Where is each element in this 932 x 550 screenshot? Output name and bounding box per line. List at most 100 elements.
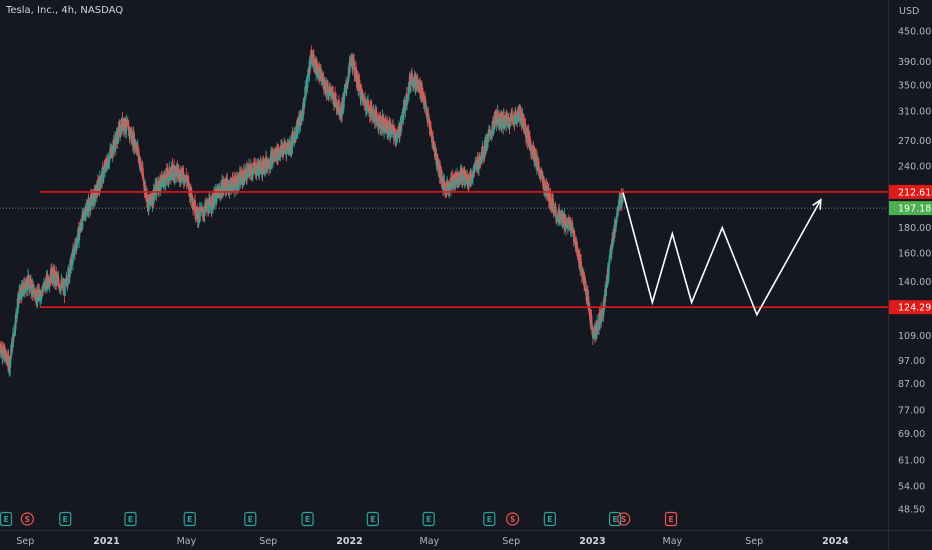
earnings-event-marker[interactable]: [664, 511, 678, 527]
candle-body: [459, 179, 461, 182]
earnings-event-label: E: [487, 515, 492, 524]
candle-body: [302, 103, 305, 117]
earnings-event-marker[interactable]: [301, 511, 314, 527]
time-tick-label: 2022: [336, 536, 362, 547]
candle-body: [552, 199, 555, 208]
split-event-marker[interactable]: [505, 512, 520, 526]
candle-body: [585, 287, 588, 290]
price-tick-label: 450.00: [898, 27, 931, 38]
candle-body: [169, 167, 171, 178]
support-price-tag: [889, 300, 932, 315]
earnings-event-marker[interactable]: [124, 511, 137, 527]
candle-body: [503, 116, 506, 128]
candle-body: [70, 261, 73, 271]
earnings-event-marker[interactable]: [483, 511, 496, 527]
candle-body: [332, 92, 335, 97]
candle-body: [14, 315, 17, 330]
price-tick-label: 160.00: [898, 248, 931, 259]
candle-body: [42, 288, 45, 293]
candle-body: [576, 247, 579, 257]
candle-body: [375, 112, 378, 119]
projection-path[interactable]: [622, 192, 822, 317]
last-price-tag-label: 197.18: [898, 204, 931, 215]
candle-body: [192, 205, 195, 208]
earnings-event-marker[interactable]: [543, 511, 556, 527]
candle-body: [615, 215, 618, 222]
time-tick-label: May: [177, 536, 197, 547]
candle-body: [392, 127, 395, 134]
time-tick-label: Sep: [745, 536, 763, 547]
candle-body: [306, 74, 309, 79]
price-tick-label: 109.00: [898, 331, 931, 342]
candle-body: [170, 174, 172, 180]
candle-body: [443, 181, 446, 188]
resistance-price-tag: [889, 184, 932, 199]
candle-body: [432, 141, 435, 151]
candle-body: [99, 183, 102, 187]
candle-body: [359, 88, 362, 100]
earnings-event-label: E: [187, 515, 192, 524]
candle-body: [446, 181, 449, 187]
earnings-event-label: E: [668, 515, 673, 524]
candle-body: [486, 136, 488, 145]
earnings-event-marker[interactable]: [0, 511, 13, 527]
earnings-event-marker[interactable]: [59, 511, 72, 527]
price-tick-label: 77.00: [898, 405, 925, 416]
candle-body: [37, 294, 40, 300]
split-event-marker[interactable]: [20, 512, 34, 526]
split-event-marker[interactable]: [617, 512, 631, 526]
candle-body: [547, 189, 550, 202]
candle-body: [488, 131, 490, 136]
time-tick-label: Sep: [259, 536, 277, 547]
candle-body: [549, 193, 552, 207]
candle-body: [406, 103, 408, 105]
time-tick-label: May: [663, 536, 683, 547]
candle-body: [99, 176, 102, 182]
candle-body: [293, 133, 296, 143]
candle-body: [164, 174, 167, 186]
candle-body: [411, 73, 413, 82]
candle-body: [292, 135, 295, 138]
candle-body: [410, 76, 412, 85]
candle-body: [448, 182, 451, 189]
earnings-event-marker[interactable]: [244, 511, 257, 527]
candle-body: [554, 207, 557, 216]
candle-body: [342, 100, 345, 108]
price-tick-label: 390.00: [898, 57, 931, 68]
earnings-event-label: E: [128, 515, 133, 524]
candle-body: [251, 168, 254, 176]
time-tick-label: May: [420, 536, 440, 547]
candle-body: [287, 146, 290, 152]
candle-body: [296, 125, 299, 134]
candle-body: [178, 170, 181, 181]
candle-body: [9, 358, 12, 368]
candle-body: [463, 170, 466, 185]
earnings-event-label: E: [370, 515, 375, 524]
candle-body: [102, 169, 105, 176]
earnings-event-marker[interactable]: [422, 511, 435, 527]
price-tick-label: 180.00: [898, 223, 931, 234]
candle-body: [233, 182, 236, 191]
candles: [0, 45, 624, 377]
earnings-event-marker[interactable]: [608, 511, 622, 527]
candle-body: [249, 170, 252, 176]
candle-body: [353, 61, 356, 68]
candle-body: [600, 315, 603, 322]
candle-body: [58, 282, 60, 289]
candle-body: [299, 112, 302, 125]
candle-body: [312, 54, 315, 66]
candle-body: [303, 96, 306, 101]
earnings-event-marker[interactable]: [366, 511, 379, 527]
candle-body: [605, 287, 607, 296]
candle-body: [481, 146, 484, 159]
candle-body: [12, 333, 14, 348]
candle-body: [435, 148, 437, 161]
candle-body: [523, 118, 526, 132]
candle-body: [208, 200, 210, 214]
earnings-event-marker[interactable]: [183, 511, 196, 527]
candle-body: [370, 107, 373, 113]
price-tick-label: 310.00: [898, 107, 931, 118]
candle-body: [472, 172, 474, 179]
